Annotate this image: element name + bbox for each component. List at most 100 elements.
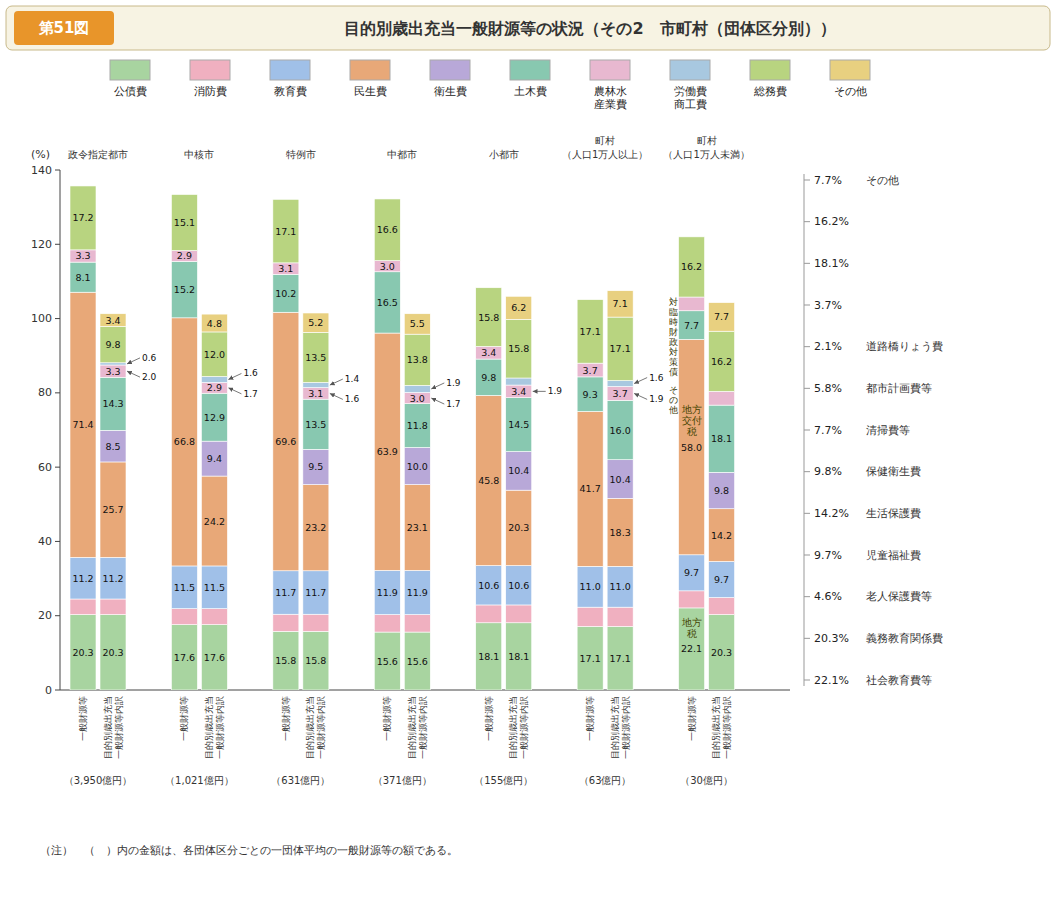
group-label: 政令指定都市 (68, 149, 128, 160)
data-label: 3.0 (380, 261, 395, 272)
data-label: 71.4 (72, 419, 93, 430)
annotations: 2.00.61.71.61.61.41.71.91.91.91.6地方交付税地方… (127, 297, 702, 639)
bar-segment (709, 303, 735, 332)
y-tick-label: 80 (38, 386, 52, 399)
annotation-label: 0.6 (142, 353, 157, 363)
bar-segment (70, 186, 96, 250)
text-line: 一般財源等内訳 (621, 696, 631, 759)
bar-segment (709, 472, 735, 508)
data-label: 18.1 (508, 651, 529, 662)
data-label: 24.2 (204, 516, 225, 527)
y-tick (55, 467, 60, 468)
data-label: 11.5 (174, 582, 195, 593)
data-label: 11.2 (102, 573, 123, 584)
legend-swatch (110, 60, 150, 80)
text-line: 産業費 (594, 98, 627, 111)
data-label: 10.4 (610, 474, 631, 485)
text-line: 対 (669, 347, 678, 357)
y-tick-label: 0 (45, 684, 52, 697)
breakdown-value: 22.1% (814, 674, 849, 687)
data-label: 17.1 (275, 226, 296, 237)
bar-segment (273, 631, 299, 690)
data-label: 16.0 (610, 425, 631, 436)
data-label: 15.6 (407, 656, 428, 667)
data-label: 20.3 (711, 647, 732, 658)
data-label: 9.7 (714, 574, 729, 585)
y-tick (55, 690, 60, 691)
text-line: 税 (687, 426, 697, 437)
text-line: 中核市 (184, 149, 214, 160)
annotation-label: 1.7 (446, 399, 460, 409)
data-label: 9.8 (714, 485, 729, 496)
bar-segment (303, 485, 329, 571)
group-label: 特例市 (286, 149, 316, 160)
breakdown-value: 20.3% (814, 632, 849, 645)
legend-label: 消防費 (194, 85, 227, 98)
y-axis: 020406080100120140(%) (31, 148, 790, 697)
bar-segment (374, 333, 400, 570)
annotation-inside: 地方税 (681, 617, 702, 639)
bar-segment (374, 615, 400, 632)
text-line: 一般財源等内訳 (316, 696, 326, 759)
breakdown-name: その他 (866, 174, 899, 187)
text-line: 中都市 (387, 149, 417, 160)
data-label: 20.3 (102, 647, 123, 658)
bar-segment (506, 398, 532, 452)
data-label: 3.4 (105, 315, 120, 326)
data-label: 58.0 (681, 442, 702, 453)
bar-segment (476, 288, 502, 347)
bar-segment (577, 411, 603, 566)
bar-segment (70, 292, 96, 557)
data-label: 10.2 (275, 288, 296, 299)
data-label: 17.1 (580, 326, 601, 337)
group-label: 中都市 (387, 149, 417, 160)
bar-segment (201, 314, 227, 332)
data-label: 11.0 (610, 581, 631, 592)
breakdown-value: 7.7% (814, 174, 842, 187)
data-label: 23.1 (407, 522, 428, 533)
legend-swatch (670, 60, 710, 80)
text-line: （人口1万人未満） (663, 149, 749, 160)
annotation-label: 2.0 (142, 372, 157, 382)
annotation-label: 1.9 (548, 386, 563, 396)
text-line: 特例市 (286, 149, 316, 160)
bar-segment (679, 339, 705, 554)
text-line: 一般財源等 (687, 696, 697, 741)
text-line: 町村 (595, 135, 615, 146)
data-label: 3.7 (613, 388, 628, 399)
bar-segment (201, 393, 227, 441)
bar-segment (374, 261, 400, 272)
bar-segment (171, 195, 197, 251)
figure-label-box (14, 11, 114, 45)
data-label: 11.7 (305, 587, 326, 598)
bar-segment (70, 557, 96, 599)
y-tick-label: 40 (38, 535, 52, 548)
category-label: 一般財源等 (585, 696, 595, 741)
x-axis: 一般財源等目的別歳出充当一般財源等内訳一般財源等目的別歳出充当一般財源等内訳一般… (78, 696, 732, 759)
breakdown-tick (804, 430, 810, 431)
data-label: 10.6 (508, 580, 529, 591)
data-label: 11.9 (407, 587, 428, 598)
data-label: 3.1 (278, 263, 293, 274)
text-line: 一般財源等 (382, 696, 392, 741)
bar-segment (303, 313, 329, 332)
data-label: 11.5 (204, 582, 225, 593)
legend-label: 農林水産業費 (594, 85, 627, 111)
data-label: 69.6 (275, 436, 296, 447)
legend: 公債費消防費教育費民生費衛生費土木費農林水産業費労働費商工費総務費その他 (110, 60, 870, 111)
bar-segment (607, 387, 633, 401)
data-label: 12.9 (204, 412, 225, 423)
text-line: （人口1万人以上） (562, 149, 648, 160)
y-tick (55, 541, 60, 542)
bar-segment (506, 385, 532, 398)
data-label: 15.2 (174, 284, 195, 295)
bar-segment (303, 614, 329, 631)
annotation-label: 1.6 (345, 394, 360, 404)
data-label: 5.5 (410, 318, 425, 329)
note: （注） （ ）内の金額は、各団体区分ごとの一団体平均の一般財源等の額である。 (40, 844, 458, 857)
data-label: 10.0 (407, 461, 428, 472)
annotation-arrow (330, 379, 343, 385)
text-line: 一般財源等内訳 (519, 696, 529, 759)
bar-segment (607, 381, 633, 387)
data-label: 13.5 (305, 419, 326, 430)
